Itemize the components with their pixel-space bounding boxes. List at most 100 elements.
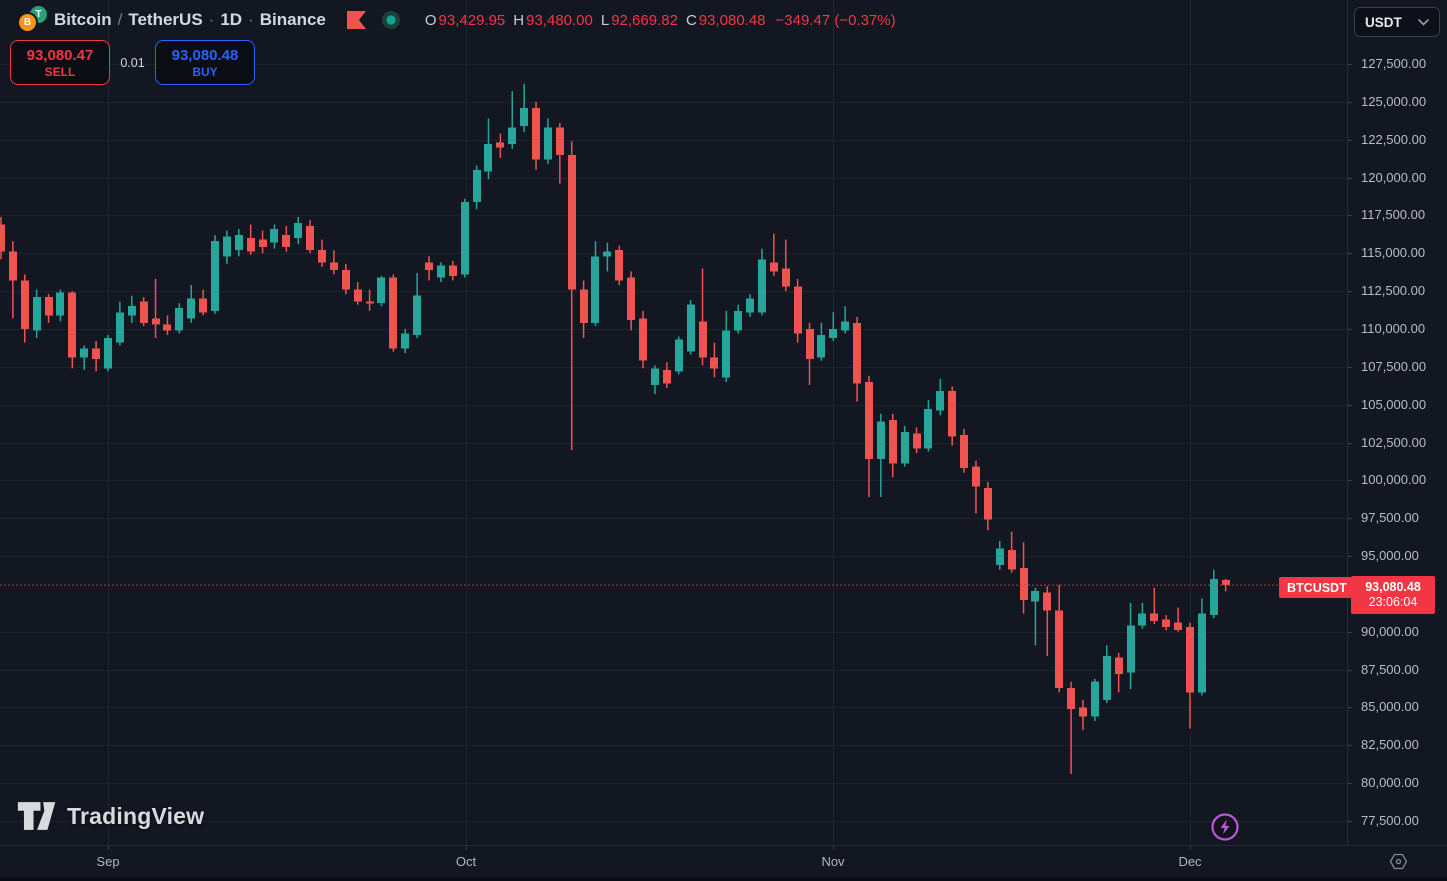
- price-axis-label: 90,000.00: [1361, 623, 1419, 639]
- candle-body: [1043, 592, 1051, 611]
- candle-body: [758, 259, 766, 313]
- candle-body: [484, 144, 492, 172]
- candle-body: [33, 297, 41, 331]
- candle-body: [401, 333, 409, 349]
- candle-body: [1103, 655, 1111, 700]
- time-axis-border: [0, 845, 1447, 846]
- candle-body: [1138, 613, 1146, 626]
- candle-body: [247, 238, 255, 252]
- price-axis-border: [1347, 0, 1348, 845]
- candle-body: [306, 225, 314, 251]
- current-price-tag: 93,080.48 23:06:04: [1351, 576, 1435, 614]
- open-label: O: [424, 11, 437, 29]
- candle-body: [366, 301, 374, 304]
- candle-body: [1079, 707, 1087, 717]
- low-label: L: [600, 11, 610, 29]
- candle-body: [924, 409, 932, 449]
- market-status-icon[interactable]: [381, 10, 401, 30]
- price-axis-label: 77,500.00: [1361, 813, 1419, 828]
- candle-body: [639, 318, 647, 361]
- candle-body: [282, 235, 290, 248]
- candle-body: [187, 298, 195, 319]
- candle-body: [1222, 579, 1230, 586]
- sell-button[interactable]: 93,080.47 SELL: [10, 40, 110, 85]
- price-axis-label: 82,500.00: [1361, 737, 1419, 753]
- price-axis-label: 125,000.00: [1361, 93, 1427, 109]
- low-value: 92,669.82: [611, 11, 678, 29]
- candle-body: [782, 268, 790, 287]
- window-bottom-edge: [0, 877, 1447, 881]
- candle-body: [1067, 687, 1075, 709]
- candle-body: [0, 224, 5, 252]
- price-axis-label: 107,500.00: [1361, 358, 1427, 374]
- symbol-title[interactable]: Bitcoin / TetherUS · 1D · Binance: [54, 10, 326, 30]
- exchange-label: Binance: [259, 10, 326, 29]
- candle-body: [389, 277, 397, 349]
- candle-body: [175, 307, 183, 331]
- candle-body: [270, 229, 278, 243]
- candle-body: [1186, 627, 1194, 693]
- candle-body: [199, 298, 207, 313]
- currency-value: USDT: [1365, 14, 1402, 30]
- buy-label: BUY: [192, 64, 218, 79]
- object-tree-icon[interactable]: [1389, 852, 1408, 871]
- candle-body: [21, 280, 29, 329]
- spread-value: 0.01: [120, 55, 145, 70]
- price-axis-label: 112,500.00: [1361, 283, 1426, 299]
- time-axis-label: Dec: [1178, 854, 1202, 869]
- candle-body: [532, 107, 540, 160]
- base-currency: Bitcoin: [54, 10, 112, 29]
- buy-button[interactable]: 93,080.48 BUY: [155, 40, 255, 85]
- price-axis-label: 102,500.00: [1361, 434, 1427, 450]
- price-axis-label: 95,000.00: [1361, 548, 1419, 564]
- candle-body: [770, 262, 778, 272]
- sell-label: SELL: [44, 64, 76, 79]
- candle-body: [663, 369, 671, 384]
- candle-body: [651, 368, 659, 385]
- close-label: C: [685, 11, 697, 29]
- candle-body: [294, 222, 302, 239]
- pair-icon: T B: [12, 2, 49, 38]
- price-line-symbol-badge: BTCUSDT: [1279, 577, 1355, 598]
- candle-body: [508, 127, 516, 145]
- title-separator: /: [117, 10, 123, 29]
- candle-body: [1210, 578, 1218, 616]
- candle-body: [68, 292, 76, 358]
- tradingview-watermark[interactable]: TradingView: [17, 801, 204, 831]
- candle-body: [259, 239, 267, 248]
- high-value: 93,480.00: [526, 11, 593, 29]
- candle-body: [901, 431, 909, 464]
- buy-price: 93,080.48: [171, 46, 239, 64]
- candle-body: [1127, 625, 1135, 673]
- candle-body: [913, 433, 921, 449]
- candle-body: [580, 289, 588, 323]
- candle-body: [80, 348, 88, 358]
- candle-body: [699, 321, 707, 358]
- currency-dropdown[interactable]: USDT: [1354, 7, 1440, 37]
- candle-body: [425, 262, 433, 270]
- candle-body: [1162, 619, 1170, 628]
- candle-body: [806, 328, 814, 360]
- change-value: −349.47 (−0.37%): [775, 11, 896, 29]
- candle-body: [556, 127, 564, 155]
- price-axis-label: 122,500.00: [1361, 131, 1427, 147]
- ohlc-readout: O 93,429.95 H 93,480.00 L 92,669.82 C 93,080…: [417, 12, 896, 29]
- title-dot: ·: [208, 10, 215, 29]
- candle-body: [794, 286, 802, 334]
- candle-body: [116, 312, 124, 343]
- candle-body: [936, 391, 944, 411]
- high-label: H: [513, 11, 525, 29]
- time-axis-label: Sep: [96, 854, 120, 869]
- order-panel: 93,080.47 SELL 0.01 93,080.48 BUY: [10, 40, 255, 85]
- time-axis-label: Oct: [455, 854, 477, 869]
- candle-body: [235, 235, 243, 251]
- flag-icon[interactable]: [346, 11, 366, 29]
- boost-button[interactable]: [1210, 812, 1240, 842]
- candle-body: [948, 391, 956, 437]
- candle-body: [152, 318, 160, 325]
- price-axis-label: 87,500.00: [1361, 661, 1419, 677]
- open-value: 93,429.95: [438, 11, 506, 29]
- candle-body: [449, 265, 457, 276]
